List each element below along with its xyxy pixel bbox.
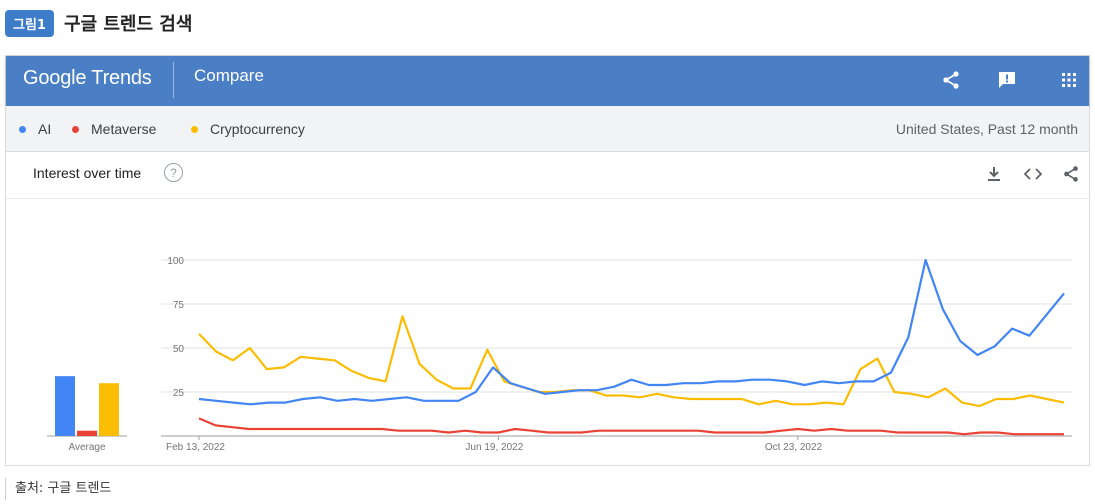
trends-panel: Google Trends Compare AI Metaverse Crypt…: [5, 55, 1090, 466]
series-line-metaverse[interactable]: [198, 417, 1064, 436]
help-icon[interactable]: ?: [164, 163, 183, 182]
average-bar-cryptocurrency: [99, 383, 119, 436]
legend-dot: [19, 125, 26, 133]
y-tick-label: 75: [173, 300, 185, 311]
compare-title: Compare: [194, 66, 264, 85]
figure-title: 구글 트렌드 검색: [63, 14, 193, 35]
download-icon[interactable]: [983, 163, 1005, 185]
legend-item-cryptocurrency[interactable]: Cryptocurrency: [191, 121, 305, 137]
x-tick-label: Feb 13, 2022: [166, 442, 225, 453]
legend-dot: [191, 125, 198, 133]
embed-icon[interactable]: [1022, 163, 1044, 185]
logo-trends: Trends: [91, 67, 152, 89]
legend-label: AI: [38, 121, 52, 137]
y-tick-label: 25: [173, 388, 185, 399]
google-trends-logo[interactable]: Google Trends: [23, 67, 152, 90]
legend-item-metaverse[interactable]: Metaverse: [72, 121, 156, 137]
appbar-divider: [173, 62, 174, 98]
legend-item-ai[interactable]: AI: [19, 121, 51, 137]
legend-bar: AI Metaverse Cryptocurrency United State…: [6, 106, 1089, 152]
feedback-icon[interactable]: [994, 67, 1020, 93]
x-tick-label: Jun 19, 2022: [465, 442, 523, 453]
average-label: Average: [68, 442, 106, 453]
legend-label: Metaverse: [91, 121, 157, 137]
figure-header: 그림1 구글 트렌드 검색: [5, 8, 192, 38]
series-line-ai[interactable]: [198, 258, 1065, 406]
apps-icon[interactable]: [1056, 67, 1082, 93]
y-tick-label: 50: [173, 344, 185, 355]
share-icon[interactable]: [938, 67, 964, 93]
interest-chart: Average 25 50 75 100 Feb 13, 2022 Jun 19, 20…: [47, 256, 1072, 453]
card-title: Interest over time: [33, 165, 142, 181]
average-bar-metaverse: [77, 430, 97, 436]
series-line-cryptocurrency[interactable]: [198, 315, 1065, 408]
average-bar-ai: [55, 376, 75, 436]
y-tick-label: 100: [167, 256, 184, 267]
figure-source: 출처: 구글 트렌드: [5, 478, 111, 500]
card-share-icon[interactable]: [1060, 163, 1082, 185]
legend-label: Cryptocurrency: [210, 121, 305, 137]
card-header: Interest over time ?: [6, 153, 1089, 199]
legend-dot: [72, 125, 79, 133]
x-tick-label: Oct 23, 2022: [765, 442, 823, 453]
region-timeframe[interactable]: United States, Past 12 month: [895, 121, 1078, 137]
logo-google: Google: [23, 67, 87, 89]
figure-badge: 그림1: [5, 9, 54, 37]
app-bar: Google Trends Compare: [6, 56, 1089, 106]
